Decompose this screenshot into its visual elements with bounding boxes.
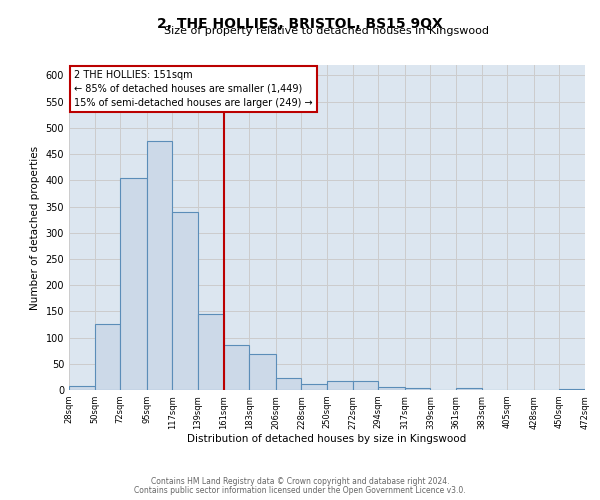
Bar	[559, 389, 585, 390]
Bar	[69, 386, 95, 390]
Bar	[249, 354, 276, 390]
Bar	[456, 388, 482, 390]
Y-axis label: Number of detached properties: Number of detached properties	[30, 146, 40, 310]
Text: 2 THE HOLLIES: 151sqm
← 85% of detached houses are smaller (1,449)
15% of semi-d: 2 THE HOLLIES: 151sqm ← 85% of detached …	[74, 70, 313, 108]
Bar	[276, 378, 301, 390]
Bar	[224, 346, 249, 390]
X-axis label: Distribution of detached houses by size in Kingswood: Distribution of detached houses by size …	[187, 434, 467, 444]
Bar	[198, 314, 224, 390]
Text: 2, THE HOLLIES, BRISTOL, BS15 9QX: 2, THE HOLLIES, BRISTOL, BS15 9QX	[157, 18, 443, 32]
Bar	[172, 212, 198, 390]
Bar	[327, 381, 353, 390]
Bar	[378, 388, 405, 390]
Bar	[147, 141, 172, 390]
Bar	[95, 324, 120, 390]
Bar	[353, 381, 378, 390]
Text: Contains HM Land Registry data © Crown copyright and database right 2024.: Contains HM Land Registry data © Crown c…	[151, 477, 449, 486]
Text: Contains public sector information licensed under the Open Government Licence v3: Contains public sector information licen…	[134, 486, 466, 495]
Bar	[301, 384, 327, 390]
Title: Size of property relative to detached houses in Kingswood: Size of property relative to detached ho…	[164, 26, 490, 36]
Bar	[120, 178, 147, 390]
Bar	[405, 388, 430, 390]
